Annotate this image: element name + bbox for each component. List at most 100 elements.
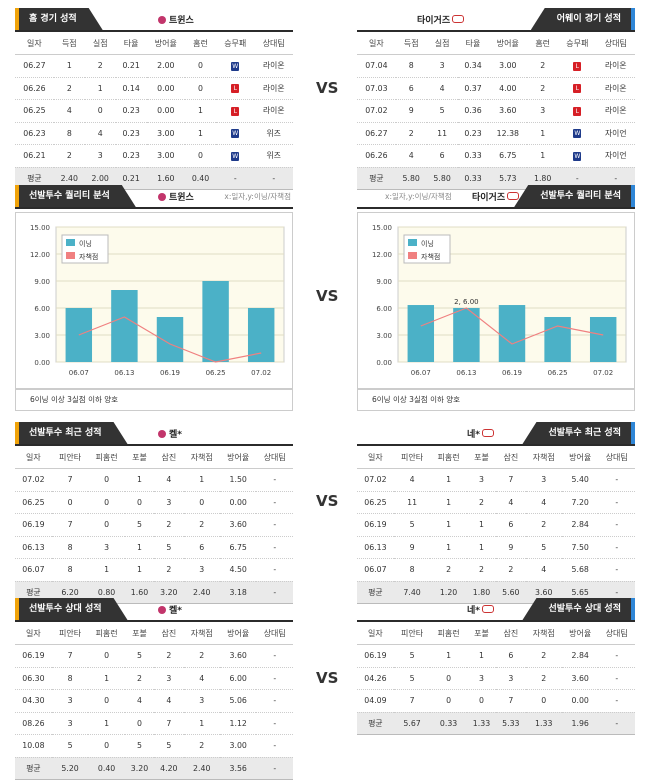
table-cell: 06.07: [15, 558, 52, 582]
table-cell: 0: [183, 491, 220, 514]
recent-pitcher-panel-right: 선발투수 최근 성적 네* 일자 피안타 피홈런 포볼 삼진 자책점 방어율 상대팀 07.02…: [357, 422, 635, 604]
table-cell: 0: [185, 144, 216, 168]
table-cell: 1: [88, 558, 125, 582]
table-cell: 7: [496, 689, 526, 713]
table-row: 04.09 7 0 0 7 0 0.00-: [357, 689, 635, 713]
table-cell: 9: [496, 536, 526, 559]
earned-runs-line: [420, 307, 604, 345]
table-cell: 6.75: [219, 536, 257, 559]
table-cell: 3.00: [146, 144, 186, 168]
table-cell: 0.33: [430, 712, 467, 735]
axis-hint-right: x:일자,y:이닝/자책점: [385, 192, 452, 201]
table-cell: 3: [527, 99, 559, 123]
table-cell: 5: [393, 513, 431, 537]
table-cell: 0.23: [115, 99, 147, 123]
quality-chart-right: 0.00 3.00 6.00 9.00 12.00 15.00 06.07 06.13 06.1…: [357, 212, 635, 389]
table-cell: 6: [496, 513, 526, 537]
vs-label: VS: [316, 669, 339, 687]
result-badge: W: [216, 54, 255, 78]
x-tick-label: 06.19: [160, 369, 180, 377]
x-tick-label: 07.02: [251, 369, 271, 377]
column-header: 피홈런: [88, 622, 125, 645]
table-cell: 3: [84, 144, 116, 168]
column-header: 삼진: [154, 622, 184, 645]
result-badge: L: [216, 77, 255, 100]
table-cell: 4: [525, 491, 562, 514]
table-cell: 3: [525, 468, 562, 492]
table-cell: 0: [525, 689, 562, 713]
average-row: 평균 5.80 5.80 0.33 5.73 1.80- -: [357, 167, 635, 190]
table-cell: 0: [88, 491, 125, 514]
innings-bar: [498, 305, 526, 362]
table-cell: 2.84: [561, 513, 599, 537]
column-header: 타율: [457, 32, 489, 55]
table-cell: 0: [88, 644, 125, 668]
away-record-table: 일자 득점 실점 타율 방어율 홈런 승무패 상대팀 07.04 8 3 0.34 3.00 2 L 라이온 0…: [357, 32, 635, 190]
table-cell: 06.25: [15, 99, 54, 123]
innings-bar: [202, 281, 229, 362]
table-row: 06.13 8 3 1 5 6 6.75-: [15, 536, 293, 559]
away-record-panel: 어웨이 경기 성적 타이거즈 일자 득점 실점 타율 방어율 홈런 승무패 상대팀 07.04 8…: [357, 8, 635, 190]
table-cell: -: [256, 689, 293, 713]
column-header: 상대팀: [598, 622, 635, 645]
column-header: 자책점: [183, 446, 220, 469]
column-header: 실점: [426, 32, 458, 55]
away-record-title: 어웨이 경기 성적: [530, 8, 635, 30]
table-cell: -: [256, 757, 293, 780]
table-cell: 1.33: [525, 712, 562, 735]
win-badge: W: [231, 61, 240, 71]
pitcher-name-right: 네*: [467, 430, 480, 440]
result-badge: W: [558, 122, 597, 145]
axis-hint-left: x:일자,y:이닝/자책점: [224, 192, 291, 201]
column-header: 일자: [357, 622, 394, 645]
table-cell: -: [598, 491, 635, 514]
table-cell: 2: [395, 122, 427, 145]
table-cell: 0: [466, 689, 497, 713]
table-cell: 2: [124, 667, 155, 690]
column-header: 일자: [357, 32, 396, 55]
team-logo-icon: [482, 605, 494, 613]
team-logo-icon: [482, 429, 494, 437]
table-cell: 0: [88, 468, 125, 492]
quality-title-right: 선발투수 퀄리티 분석: [514, 185, 635, 207]
innings-bar: [589, 317, 617, 362]
table-cell: 06.13: [15, 536, 52, 559]
table-cell: 3.60: [561, 667, 599, 690]
column-header: 삼진: [154, 446, 184, 469]
home-record-header: 홈 경기 성적 트윈스: [15, 8, 293, 32]
table-cell: 3: [426, 54, 458, 78]
loss-badge: L: [573, 84, 582, 94]
table-cell: 위즈: [254, 144, 293, 168]
quality-note-right: 6이닝 이상 3실점 이하 양호: [357, 389, 635, 411]
vs-pitcher-title-right: 선발투수 상대 성적: [522, 598, 635, 620]
table-cell: 5.80: [395, 167, 427, 190]
table-cell: 06.27: [357, 122, 396, 145]
table-cell: 4: [124, 689, 155, 713]
table-cell: 3.56: [219, 757, 257, 780]
away-team-name: 타이거즈: [417, 16, 451, 26]
table-cell: 3: [88, 536, 125, 559]
table-cell: 4.00: [488, 77, 528, 100]
table-cell: 2.00: [146, 54, 186, 78]
table-cell: 3.18: [219, 581, 257, 604]
table-cell: 04.30: [15, 689, 52, 713]
table-cell: 4: [393, 468, 431, 492]
table-cell: -: [256, 644, 293, 668]
recent-pitcher-title-right: 선발투수 최근 성적: [522, 422, 635, 444]
table-cell: 06.13: [357, 536, 394, 559]
table-cell: 1.50: [219, 468, 257, 492]
table-cell: 1.60: [146, 167, 186, 190]
table-cell: 3.60: [219, 644, 257, 668]
table-cell: 4.20: [154, 757, 184, 780]
table-row: 06.25 0 0 0 3 0 0.00-: [15, 491, 293, 514]
table-cell: 8: [53, 122, 85, 145]
table-row: 06.19 7 0 5 2 2 3.60-: [15, 513, 293, 537]
column-header: 자책점: [525, 446, 562, 469]
table-cell: 2: [154, 513, 184, 537]
legend-label-innings: 이닝: [79, 239, 92, 248]
team-logo-icon: [158, 16, 166, 24]
table-row: 06.21 2 3 0.23 3.00 0 W 위즈: [15, 144, 293, 168]
table-row: 06.13 9 1 1 9 5 7.50-: [357, 536, 635, 559]
table-cell: -: [256, 491, 293, 514]
table-cell: 1: [84, 77, 116, 100]
